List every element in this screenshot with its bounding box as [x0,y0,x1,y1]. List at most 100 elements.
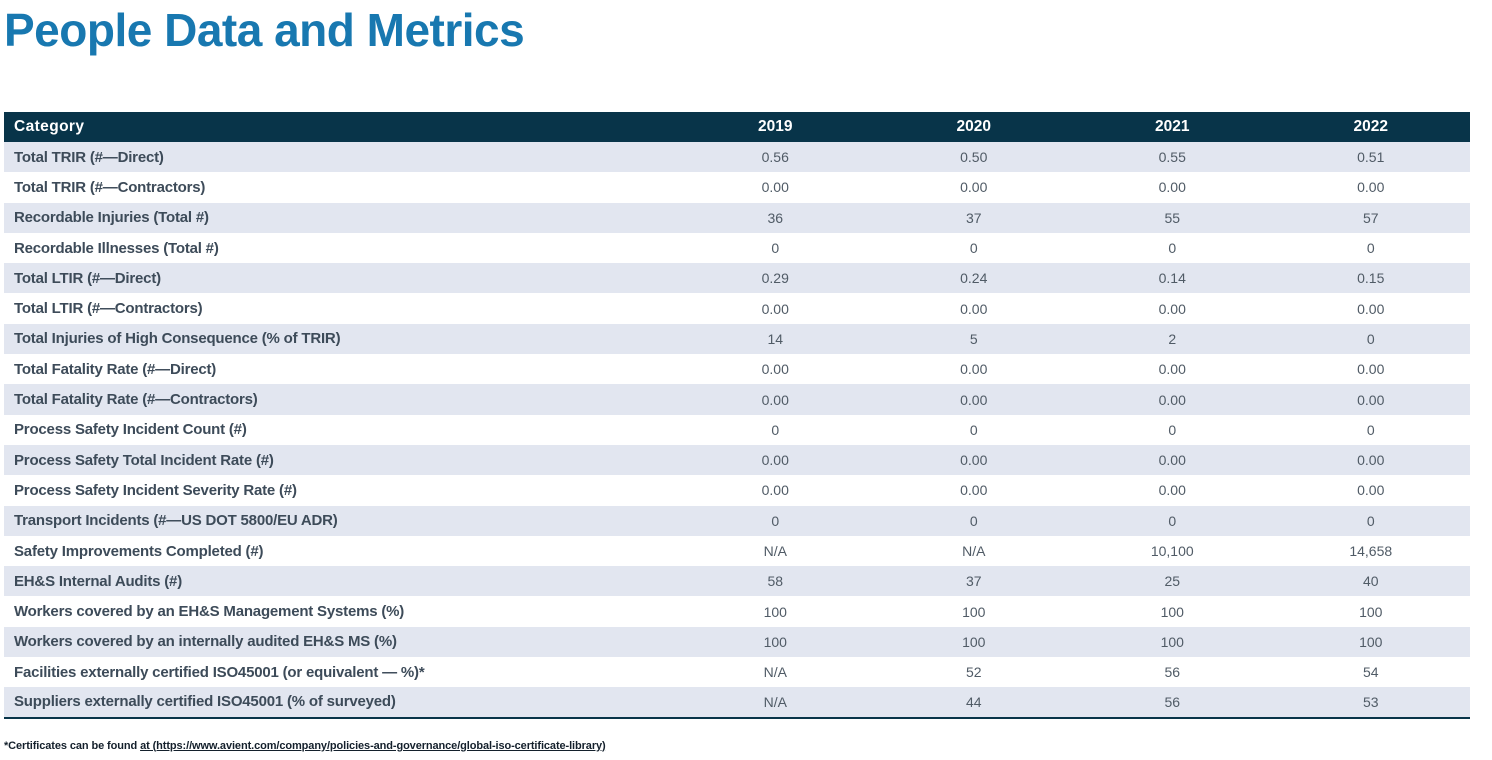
row-value: 0.15 [1357,270,1385,287]
row-value: 100 [1359,603,1383,620]
row-value: 56 [1164,693,1181,710]
row-value: 0.56 [761,149,789,166]
row-value: 0.00 [1357,300,1385,317]
row-label: Suppliers externally certified ISO45001 … [14,693,396,711]
table-row: Total LTIR (#—Direct) 0.29 0.24 0.14 0.15 [4,263,1470,294]
row-label: Process Safety Incident Count (#) [14,421,247,439]
row-value: 0.00 [1158,300,1186,317]
table-row: Workers covered by an internally audited… [4,626,1470,658]
row-value: 0.00 [960,361,988,378]
row-value: 57 [1362,209,1379,226]
header-row: Category 2019 2020 2021 2022 [4,112,1470,142]
table-row: Total Fatality Rate (#—Contractors) 0.00 0… [4,384,1470,415]
row-value: 0 [969,512,978,529]
row-value: 0 [969,240,978,257]
row-label: Safety Improvements Completed (#) [14,542,264,560]
row-value: 0.00 [960,300,988,317]
row-value: 0.00 [1158,391,1186,408]
row-value: 0.00 [761,300,789,317]
row-value: 37 [965,573,982,590]
row-value: 52 [965,664,982,681]
row-value: 0.00 [1158,452,1186,469]
row-value: 44 [965,693,982,710]
row-value: 0 [1366,240,1375,257]
metrics-table-header: Category 2019 2020 2021 2022 [4,112,1470,142]
row-value: 5 [969,330,978,347]
row-value: 14 [767,330,784,347]
row-label: Total LTIR (#—Direct) [14,269,161,287]
row-value: 0.00 [960,482,988,499]
row-label: Total LTIR (#—Contractors) [14,300,203,318]
footnote-link[interactable]: at (https://www.avient.com/company/polic… [140,739,606,752]
row-value: 100 [1359,633,1383,650]
table-row: Total Injuries of High Consequence (% of… [4,323,1470,355]
row-label: Total Injuries of High Consequence (% of… [14,330,341,348]
table-row: Recordable Injuries (Total #) 36 37 55 57 [4,202,1470,233]
row-value: 100 [763,633,787,650]
table-row: Transport Incidents (#—US DOT 5800/EU AD… [4,505,1470,536]
row-value: 0.00 [1158,179,1186,196]
row-value: 0 [1366,330,1375,347]
row-label: EH&S Internal Audits (#) [14,572,182,590]
row-value: 0 [771,240,780,257]
row-value: 0.00 [1158,361,1186,378]
row-value: 0.00 [761,452,789,469]
row-value: 0.00 [1357,482,1385,499]
row-value: 0.00 [761,361,789,378]
table-row: EH&S Internal Audits (#) 58 37 25 40 [4,566,1470,597]
table-row: Process Safety Total Incident Rate (#) 0.… [4,444,1470,476]
row-value: 25 [1164,573,1181,590]
row-label: Process Safety Total Incident Rate (#) [14,451,274,469]
row-label: Total TRIR (#—Direct) [14,148,164,166]
table-row: Recordable Illnesses (Total #) 0 0 0 0 [4,233,1470,263]
column-header-2020: 2020 [874,112,1073,142]
row-value: 0.00 [761,482,789,499]
row-value: 0.00 [1158,482,1186,499]
row-label: Recordable Injuries (Total #) [14,209,209,227]
row-value: 0 [969,421,978,438]
row-value: 0.50 [960,149,988,166]
row-value: 0.00 [1357,452,1385,469]
row-value: 0 [771,421,780,438]
row-value: 0 [1168,240,1177,257]
row-value: 0.29 [761,270,789,287]
row-value: 55 [1164,209,1181,226]
row-value: 0 [1168,512,1177,529]
column-header-category: Category [4,112,676,142]
table-row: Total LTIR (#—Contractors) 0.00 0.00 0.00 0.… [4,293,1470,323]
row-label: Total Fatality Rate (#—Direct) [14,360,217,378]
table-row: Facilities externally certified ISO45001… [4,657,1470,687]
row-value: 0 [1168,421,1177,438]
row-value: 14,658 [1349,543,1393,559]
row-value: N/A [763,693,787,710]
table-row: Safety Improvements Completed (#) N/A N/A 1… [4,536,1470,566]
row-label: Process Safety Incident Severity Rate (#… [14,481,297,499]
row-value: 0.00 [761,179,789,196]
row-value: 100 [962,633,986,650]
row-value: 0.55 [1158,149,1186,166]
report-page: People Data and Metrics Category 2019 20… [0,6,1492,752]
row-value: 0.00 [1357,179,1385,196]
row-value: 56 [1164,664,1181,681]
row-value: 0.00 [960,179,988,196]
row-value: 54 [1362,664,1379,681]
row-value: 37 [965,209,982,226]
table-row: Total TRIR (#—Direct) 0.56 0.50 0.55 0.51 [4,142,1470,173]
row-value: 0 [771,512,780,529]
footnote: *Certificates can be found at (https://w… [4,740,1492,752]
row-label: Facilities externally certified ISO45001… [14,663,425,681]
row-value: N/A [763,664,787,681]
column-header-2021: 2021 [1073,112,1272,142]
column-header-2019: 2019 [676,112,875,142]
metrics-table: Category 2019 2020 2021 2022 Total TRIR … [4,112,1470,719]
footnote-text: *Certificates can be found [4,739,141,752]
row-value: 0.00 [960,391,988,408]
table-row: Suppliers externally certified ISO45001 … [4,687,1470,718]
row-label: Workers covered by an internally audited… [14,633,397,651]
row-label: Workers covered by an EH&S Management Sy… [14,603,405,621]
row-label: Total Fatality Rate (#—Contractors) [14,391,258,409]
row-value: 0.00 [960,452,988,469]
row-value: 100 [962,603,986,620]
row-label: Transport Incidents (#—US DOT 5800/EU AD… [14,512,338,530]
row-label: Total TRIR (#—Contractors) [14,178,206,196]
